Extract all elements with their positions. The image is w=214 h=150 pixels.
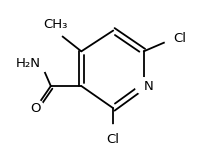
Circle shape	[47, 22, 63, 39]
Circle shape	[105, 125, 122, 141]
Text: CH₃: CH₃	[43, 18, 67, 30]
Text: Cl: Cl	[173, 32, 186, 45]
Text: O: O	[30, 102, 41, 115]
Text: H₂N: H₂N	[16, 57, 41, 70]
Text: N: N	[144, 80, 153, 93]
Text: Cl: Cl	[107, 133, 120, 146]
Circle shape	[165, 30, 181, 47]
Circle shape	[33, 56, 49, 72]
Circle shape	[27, 100, 44, 117]
Circle shape	[135, 78, 152, 94]
